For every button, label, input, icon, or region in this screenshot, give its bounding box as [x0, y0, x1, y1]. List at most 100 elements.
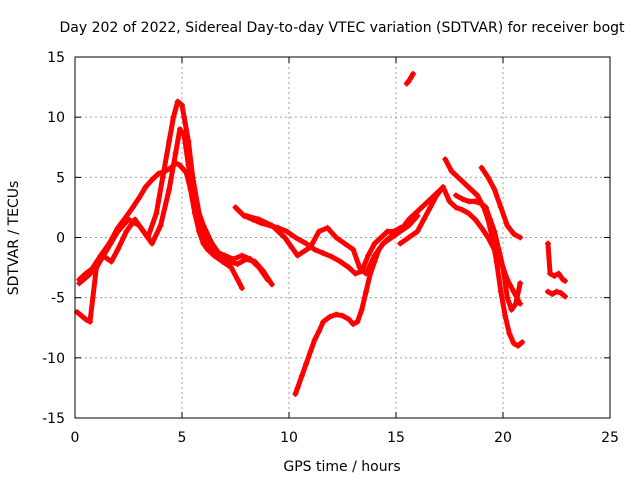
data-point — [491, 228, 498, 235]
data-point — [294, 252, 301, 259]
data-point — [487, 216, 494, 223]
data-point — [333, 234, 340, 241]
data-point — [243, 256, 250, 263]
data-point — [303, 240, 310, 247]
data-point — [140, 228, 147, 235]
data-point — [551, 273, 558, 280]
data-point — [181, 132, 188, 139]
data-point — [191, 198, 198, 205]
data-point — [234, 276, 241, 283]
data-point — [384, 228, 391, 235]
x-tick-label: 5 — [178, 430, 187, 446]
data-point — [367, 270, 374, 277]
series-track-9 — [442, 156, 526, 349]
data-point — [303, 360, 310, 367]
data-point — [170, 114, 177, 121]
data-point — [519, 339, 526, 346]
data-point — [125, 216, 132, 223]
data-point — [478, 224, 485, 231]
data-point — [544, 240, 551, 247]
data-point — [425, 198, 432, 205]
y-tick-label: -15 — [42, 411, 65, 427]
data-point — [418, 204, 425, 211]
data-point — [326, 313, 333, 320]
data-point — [131, 216, 138, 223]
data-point — [493, 258, 500, 265]
data-point — [166, 186, 173, 193]
data-point — [410, 70, 417, 77]
data-point — [478, 200, 485, 207]
data-point — [371, 240, 378, 247]
data-point — [159, 174, 166, 181]
data-point — [350, 246, 357, 253]
x-tick-label: 0 — [71, 430, 80, 446]
data-point — [478, 164, 485, 171]
data-point — [179, 164, 185, 171]
data-point — [380, 240, 387, 247]
data-point — [459, 206, 466, 213]
data-point — [320, 250, 327, 257]
data-point — [324, 224, 331, 231]
data-point — [555, 270, 562, 277]
data-point — [440, 183, 447, 190]
data-point — [472, 198, 479, 205]
series-track-3 — [74, 126, 275, 325]
y-tick-label: 5 — [56, 170, 65, 186]
data-point — [84, 273, 91, 280]
data-point — [243, 212, 250, 219]
data-layer — [74, 70, 569, 397]
data-point — [502, 312, 509, 319]
data-point — [181, 114, 188, 121]
series-track-2 — [76, 98, 271, 287]
data-point — [442, 156, 449, 163]
data-point — [228, 264, 235, 271]
data-point — [315, 328, 322, 335]
data-point — [407, 74, 414, 81]
data-point — [99, 252, 106, 259]
data-point — [497, 288, 504, 295]
data-point — [268, 281, 275, 288]
data-point — [307, 244, 314, 251]
data-point — [465, 210, 472, 217]
data-point — [153, 210, 160, 217]
data-point — [341, 240, 348, 247]
series-trace — [404, 71, 416, 86]
data-point — [108, 258, 115, 265]
data-point — [337, 258, 344, 265]
data-point — [495, 246, 502, 253]
data-point — [386, 234, 393, 241]
data-point — [123, 228, 130, 235]
data-point — [298, 372, 305, 379]
y-tick-label: 15 — [47, 50, 65, 66]
y-ticks: -15 -10 -5 0 5 10 15 — [42, 50, 610, 427]
y-tick-label: 10 — [47, 110, 65, 126]
data-point — [405, 78, 412, 85]
data-point — [562, 293, 569, 300]
series-track-6 — [292, 186, 444, 397]
data-point — [142, 183, 149, 190]
data-point — [307, 348, 314, 355]
data-point — [508, 306, 515, 313]
data-point — [363, 288, 370, 295]
chart-title: Day 202 of 2022, Sidereal Day-to-day VTE… — [59, 20, 625, 36]
data-point — [292, 234, 299, 241]
x-tick-label: 25 — [601, 430, 619, 446]
data-point — [497, 204, 504, 211]
y-axis-label: SDTVAR / TECUs — [6, 181, 22, 296]
data-point — [452, 192, 459, 199]
series-track-10 — [452, 192, 524, 313]
data-point — [354, 318, 361, 325]
data-point — [339, 312, 346, 319]
data-point — [82, 316, 89, 323]
data-point — [179, 102, 185, 109]
data-point — [352, 270, 359, 277]
data-point — [149, 176, 156, 183]
data-point — [517, 234, 524, 241]
data-point — [455, 174, 462, 181]
data-point — [226, 258, 233, 265]
data-point — [157, 222, 164, 229]
data-point — [510, 230, 517, 237]
data-point — [136, 194, 143, 201]
y-tick-label: -10 — [42, 351, 65, 367]
data-point — [459, 195, 466, 202]
